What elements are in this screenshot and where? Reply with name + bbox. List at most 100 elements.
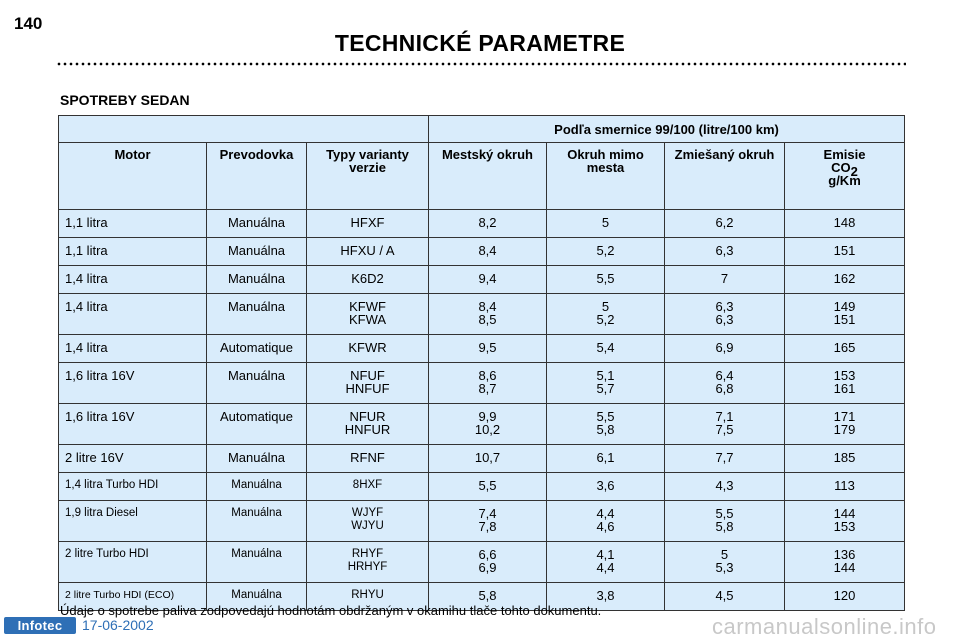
cell-mestsky: 8,4 [428,237,547,266]
cell-prevodovka: Manuálna [206,362,307,404]
cell-prevodovka: Manuálna [206,472,307,501]
cell-value: WJYF [351,507,384,519]
cell-value-2: 161 [833,381,856,396]
cell-value: 120 [833,588,856,603]
cell-value: 1,6 litra 16V [65,409,135,424]
cell-value: Manuálna [227,368,286,383]
cell-mestsky: 8,6 8,7 [428,362,547,404]
cell-typ: K6D2 [306,265,429,294]
cell-value: 185 [833,450,856,465]
cell-value: HFXU / A [340,243,395,258]
brand-badge: Infotec [4,617,76,634]
cell-value: 5,5 [596,271,615,286]
cell-prevodovka: Manuálna [206,541,307,583]
cell-value-2: 7,8 [478,519,497,534]
cell-value: 5,8 [478,588,497,603]
cell-mimo: 5,1 5,7 [546,362,665,404]
emisie-label: Emisie [823,147,866,162]
consumption-table: Podľa smernice 99/100 (litre/100 km) Mot… [58,115,905,611]
cell-value-2: 6,8 [715,381,734,396]
cell-value-2: 8,5 [478,312,497,327]
cell-emisie: 153 161 [784,362,905,404]
cell-mimo: 5,4 [546,334,665,363]
cell-mestsky: 9,9 10,2 [428,403,547,445]
cell-value: 5,5 [478,478,497,493]
cell-value-2: KFWA [348,312,387,327]
cell-value: 4,5 [715,588,734,603]
cell-value: 6,1 [596,450,615,465]
cell-prevodovka: Manuálna [206,265,307,294]
cell-value: 5,1 [596,368,615,383]
cell-value: 1,4 litra [65,299,108,314]
cell-mimo: 5 5,2 [546,293,665,335]
cell-value-2: HNFUR [344,422,391,437]
cell-zmiesany: 5,5 5,8 [664,500,785,542]
table-row: 2 litre Turbo HDI Manuálna RHYF HRHYF 6,6 6,9… [58,541,905,583]
co2-base: CO [831,160,851,175]
footnote: Údaje o spotrebe paliva zodpovedajú hodn… [60,603,602,618]
cell-value: 171 [833,409,856,424]
cell-value: 6,6 [478,547,497,562]
cell-value: 5,5 [596,409,615,424]
cell-motor: 1,1 litra [58,209,207,238]
cell-value: 1,4 litra [65,340,108,355]
cell-value-2: 6,9 [478,560,497,575]
cell-zmiesany: 4,3 [664,472,785,501]
cell-value-2: 151 [833,312,856,327]
table-row: 2 litre 16V Manuálna RFNF 10,7 6,1 7,7 185 [58,444,905,473]
cell-typ: RHYF HRHYF [306,541,429,583]
cell-motor: 1,4 litra [58,265,207,294]
cell-zmiesany: 7,1 7,5 [664,403,785,445]
cell-typ: KFWF KFWA [306,293,429,335]
cell-value: 5,5 [715,506,734,521]
print-date: 17-06-2002 [82,617,154,633]
cell-value: 153 [833,368,856,383]
cell-motor: 1,6 litra 16V [58,403,207,445]
table-row: 1,4 litra Manuálna K6D2 9,4 5,5 7 162 [58,265,905,294]
cell-typ: KFWR [306,334,429,363]
cell-typ: WJYF WJYU [306,500,429,542]
cell-value: 9,5 [478,340,497,355]
table-row: 1,1 litra Manuálna HFXU / A 8,4 5,2 6,3 151 [58,237,905,266]
col-header-mimo: Okruh mimo mesta [546,142,665,210]
cell-emisie: 171 179 [784,403,905,445]
cell-mestsky: 8,2 [428,209,547,238]
cell-value-2: 5,2 [596,312,615,327]
cell-value: Manuálna [227,271,286,286]
cell-prevodovka: Manuálna [206,293,307,335]
cell-value: 1,4 litra Turbo HDI [65,479,159,491]
cell-mestsky: 9,4 [428,265,547,294]
table-row: 1,1 litra Manuálna HFXF 8,2 5 6,2 148 [58,209,905,238]
cell-mestsky: 7,4 7,8 [428,500,547,542]
cell-value: 5,2 [596,243,615,258]
cell-value: 8,2 [478,215,497,230]
cell-value: 162 [833,271,856,286]
cell-prevodovka: Manuálna [206,237,307,266]
cell-value: NFUR [349,409,386,424]
cell-value: 6,2 [715,215,734,230]
col-header-motor: Motor [58,142,207,210]
cell-typ: RHYU [306,582,429,611]
cell-value: Manuálna [227,299,286,314]
cell-typ: NFUF HNFUF [306,362,429,404]
cell-emisie: 148 [784,209,905,238]
cell-mimo: 4,4 4,6 [546,500,665,542]
cell-value: 5 [601,215,610,230]
cell-value-2: 5,7 [596,381,615,396]
table-row: 2 litre Turbo HDI (ECO) Manuálna RHYU 5,8 3,… [58,582,905,611]
cell-zmiesany: 6,3 [664,237,785,266]
cell-mestsky: 5,5 [428,472,547,501]
cell-value: 2 litre 16V [65,450,124,465]
cell-value: 3,8 [596,588,615,603]
cell-value: 6,4 [715,368,734,383]
cell-value-2: HNFUF [345,381,390,396]
cell-value: 5 [720,547,729,562]
cell-value: 3,6 [596,478,615,493]
cell-value: 1,9 litra Diesel [65,507,138,519]
col-header-prevodovka: Prevodovka [206,142,307,210]
dotted-divider [56,62,906,66]
cell-value: 1,6 litra 16V [65,368,135,383]
cell-mimo: 3,6 [546,472,665,501]
cell-value-2: 5,3 [715,560,734,575]
cell-value: NFUF [350,368,385,383]
